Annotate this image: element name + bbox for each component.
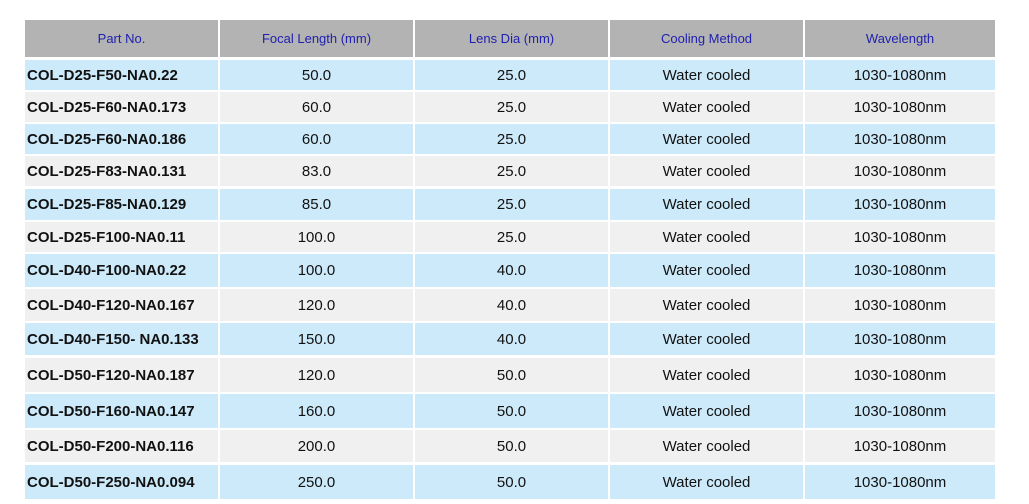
table-cell: 1030-1080nm [805, 222, 995, 252]
part-number: COL-D25-F60-NA0.173 [25, 92, 218, 122]
part-number: COL-D25-F83-NA0.131 [25, 156, 218, 186]
part-number: COL-D40-F150- NA0.133 [25, 323, 218, 355]
table-cell: Water cooled [610, 430, 803, 462]
table-cell: 40.0 [415, 289, 608, 321]
part-number: COL-D25-F100-NA0.11 [25, 222, 218, 252]
part-number: COL-D50-F200-NA0.116 [25, 430, 218, 462]
table-cell: 150.0 [220, 323, 413, 355]
table-cell: 1030-1080nm [805, 465, 995, 499]
table-cell: 50.0 [415, 358, 608, 392]
part-number: COL-D50-F250-NA0.094 [25, 465, 218, 499]
table-cell: 60.0 [220, 92, 413, 122]
table-cell: 160.0 [220, 394, 413, 428]
header-cell: Part No. [25, 20, 218, 57]
header-cell: Wavelength [805, 20, 995, 57]
table-cell: 83.0 [220, 156, 413, 186]
part-number: COL-D25-F50-NA0.22 [25, 60, 218, 90]
part-number: COL-D40-F100-NA0.22 [25, 254, 218, 287]
table-cell: 1030-1080nm [805, 124, 995, 154]
table-cell: 25.0 [415, 124, 608, 154]
table-cell: 250.0 [220, 465, 413, 499]
table-cell: Water cooled [610, 92, 803, 122]
table-cell: Water cooled [610, 254, 803, 287]
table-cell: 1030-1080nm [805, 430, 995, 462]
table-cell: 25.0 [415, 189, 608, 220]
table-cell: Water cooled [610, 60, 803, 90]
part-number: COL-D25-F60-NA0.186 [25, 124, 218, 154]
table-cell: 1030-1080nm [805, 289, 995, 321]
table-cell: 25.0 [415, 60, 608, 90]
part-number: COL-D40-F120-NA0.167 [25, 289, 218, 321]
table-cell: 1030-1080nm [805, 189, 995, 220]
table-cell: Water cooled [610, 189, 803, 220]
part-number: COL-D50-F160-NA0.147 [25, 394, 218, 428]
table-cell: 1030-1080nm [805, 254, 995, 287]
table-cell: 25.0 [415, 92, 608, 122]
table-cell: 50.0 [415, 465, 608, 499]
table-cell: 1030-1080nm [805, 323, 995, 355]
table-cell: 1030-1080nm [805, 394, 995, 428]
table-cell: 50.0 [220, 60, 413, 90]
table-cell: 60.0 [220, 124, 413, 154]
header-cell: Lens Dia (mm) [415, 20, 608, 57]
table-cell: Water cooled [610, 465, 803, 499]
header-cell: Cooling Method [610, 20, 803, 57]
table-cell: 85.0 [220, 189, 413, 220]
table-cell: 100.0 [220, 254, 413, 287]
table-cell: Water cooled [610, 394, 803, 428]
table-cell: Water cooled [610, 156, 803, 186]
header-cell: Focal Length (mm) [220, 20, 413, 57]
table-cell: 1030-1080nm [805, 60, 995, 90]
part-number: COL-D50-F120-NA0.187 [25, 358, 218, 392]
table-cell: 120.0 [220, 358, 413, 392]
table-cell: Water cooled [610, 358, 803, 392]
table-cell: 1030-1080nm [805, 92, 995, 122]
table-cell: 40.0 [415, 254, 608, 287]
table-cell: 120.0 [220, 289, 413, 321]
table-cell: Water cooled [610, 124, 803, 154]
table-cell: Water cooled [610, 323, 803, 355]
table-cell: 100.0 [220, 222, 413, 252]
table-cell: 25.0 [415, 156, 608, 186]
table-cell: Water cooled [610, 289, 803, 321]
table-cell: 50.0 [415, 394, 608, 428]
table-cell: 50.0 [415, 430, 608, 462]
table-cell: 200.0 [220, 430, 413, 462]
table-cell: 1030-1080nm [805, 156, 995, 186]
part-number: COL-D25-F85-NA0.129 [25, 189, 218, 220]
table-cell: 1030-1080nm [805, 358, 995, 392]
table-cell: 40.0 [415, 323, 608, 355]
table-cell: Water cooled [610, 222, 803, 252]
table-cell: 25.0 [415, 222, 608, 252]
